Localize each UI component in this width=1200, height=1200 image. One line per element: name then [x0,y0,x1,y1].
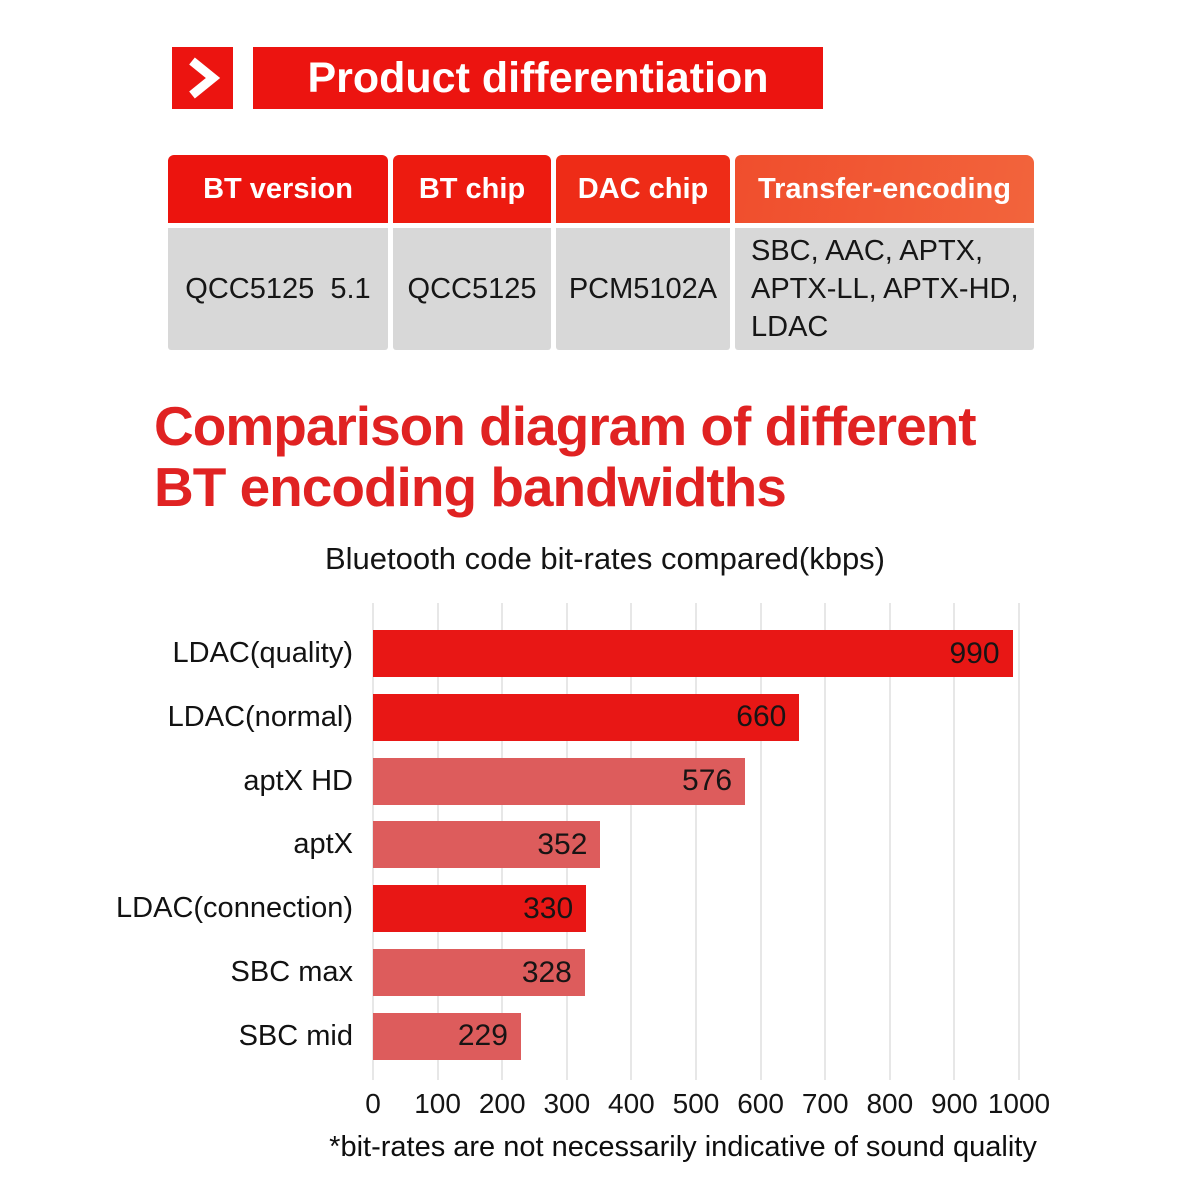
bar-chart-plot-area: 990 660 576 352 330 328 229 [372,603,1020,1080]
table-cell-transfer-encoding: SBC, AAC, APTX, APTX-LL, APTX-HD, LDAC [735,228,1034,350]
bar-LDAC(connection): 330 [373,885,587,933]
x-tick-0: 0 [365,1088,381,1119]
bar-value-label: 990 [949,636,1000,670]
chart-footnote: *bit-rates are not necessarily indicativ… [329,1131,1037,1163]
category-label-SBC max: SBC max [230,956,353,988]
bar-value-label: 328 [521,955,572,989]
page-title: Product differentiation [307,53,769,102]
x-tick-200: 200 [478,1088,526,1119]
gridline-900 [953,603,956,1080]
chevron-badge [172,47,233,109]
category-label-LDAC(quality): LDAC(quality) [172,637,354,669]
bar-aptX: 352 [373,821,601,869]
section-title-line2: BT encoding bandwidths [154,456,787,518]
header-banner: Product differentiation [253,47,823,109]
section-title-line1: Comparison diagram of different [154,395,977,457]
bar-value-label: 330 [523,891,574,925]
category-label-aptX: aptX [293,828,353,861]
category-label-aptX HD: aptX HD [243,764,353,797]
gridline-800 [888,603,891,1080]
category-label-LDAC(normal): LDAC(normal) [167,700,353,733]
gridline-500 [695,603,697,1080]
bar-aptX HD: 576 [373,757,746,805]
table-header-transfer-encoding: Transfer-encoding [735,155,1034,223]
table-cell-bt-chip: QCC5125 [393,228,551,350]
x-tick-1000: 1000 [987,1088,1051,1119]
spec-table: BT version BT chip DAC chip Transfer-enc… [168,155,1034,350]
table-cell-bt-version: QCC5125 5.1 [168,228,388,350]
x-tick-500: 500 [672,1088,720,1119]
gridline-700 [824,603,827,1080]
bar-SBC mid: 229 [373,1012,521,1060]
x-tick-900: 900 [931,1088,978,1119]
bar-value-label: 229 [457,1019,508,1053]
x-tick-700: 700 [801,1088,849,1119]
chart-subtitle: Bluetooth code bit-rates compared(kbps) [324,541,886,576]
table-cell-dac-chip: PCM5102A [556,228,730,350]
bar-value-label: 352 [537,827,588,861]
bar-LDAC(quality): 990 [373,630,1013,677]
gridline-1000 [1018,603,1020,1080]
x-tick-100: 100 [414,1088,461,1119]
x-tick-800: 800 [866,1088,914,1119]
chevron-right-icon [188,57,220,99]
bar-value-label: 576 [682,764,733,798]
category-label-SBC mid: SBC mid [238,1019,353,1052]
x-tick-600: 600 [737,1088,784,1119]
bar-LDAC(normal): 660 [373,693,800,741]
x-tick-400: 400 [608,1088,655,1119]
table-header-dac-chip: DAC chip [556,155,730,223]
table-header-bt-chip: BT chip [393,155,551,223]
gridline-600 [759,603,762,1080]
gridline-400 [630,603,633,1080]
x-tick-300: 300 [543,1088,591,1119]
bar-SBC max: 328 [373,949,585,996]
category-label-LDAC(connection): LDAC(connection) [116,892,353,925]
table-header-bt-version: BT version [168,155,388,223]
bar-value-label: 660 [736,700,787,734]
section-title: Comparison diagram of different BT encod… [154,396,1114,518]
